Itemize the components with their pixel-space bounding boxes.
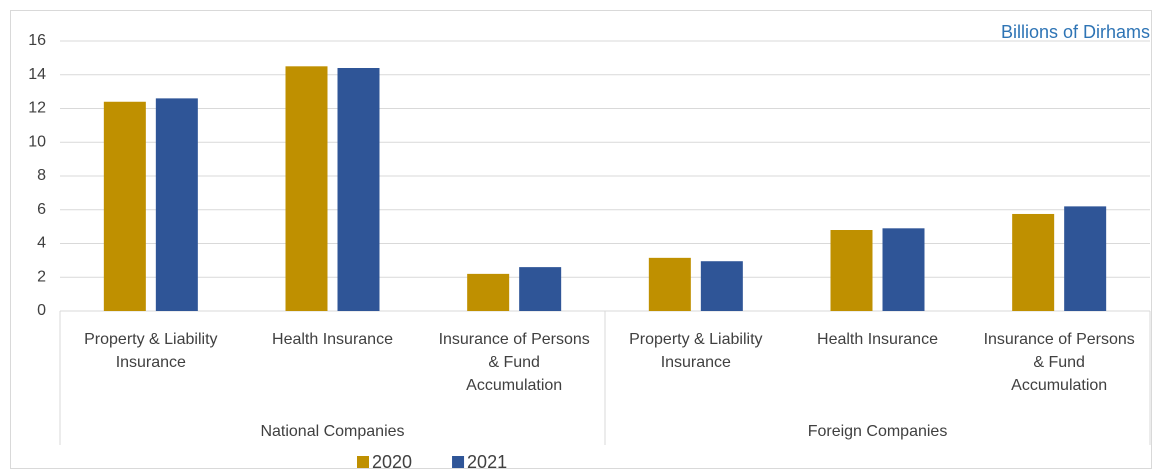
legend-label: 2021 bbox=[467, 452, 507, 470]
x-tick-label: Property & Liability Insurance bbox=[629, 331, 762, 371]
x-tick-label-line: & Fund bbox=[1033, 354, 1085, 371]
x-tick-label-line: Health Insurance bbox=[817, 331, 938, 348]
legend-swatch bbox=[452, 456, 465, 468]
bar bbox=[155, 98, 198, 311]
x-tick-label: Property & Liability Insurance bbox=[84, 331, 217, 371]
y-tick-label: 6 bbox=[37, 201, 46, 218]
x-tick-label-line: Insurance bbox=[116, 354, 186, 371]
x-tick-label-line: Accumulation bbox=[1011, 377, 1107, 394]
legend-label: 2020 bbox=[372, 452, 412, 470]
x-tick-label-line: Health Insurance bbox=[272, 331, 393, 348]
x-tick-label: Health Insurance bbox=[272, 331, 393, 348]
legend-swatch bbox=[357, 456, 369, 468]
group-label: Foreign Companies bbox=[808, 423, 948, 440]
bar bbox=[700, 261, 743, 311]
y-tick-label: 16 bbox=[28, 32, 46, 49]
x-tick-label-line: Property & Liability bbox=[629, 331, 762, 348]
bar bbox=[467, 273, 510, 311]
bar bbox=[882, 228, 925, 311]
x-tick-label-line: Insurance of Persons bbox=[439, 331, 590, 348]
y-tick-label: 14 bbox=[28, 66, 46, 83]
y-tick-label: 2 bbox=[37, 268, 46, 285]
bar bbox=[648, 257, 691, 311]
x-tick-label-line: & Fund bbox=[488, 354, 540, 371]
x-tick-label: Insurance of Persons & Fund Accumulation bbox=[439, 331, 590, 394]
x-tick-label-line: Property & Liability bbox=[84, 331, 217, 348]
bar bbox=[1064, 206, 1107, 311]
y-tick-label: 0 bbox=[37, 302, 46, 319]
y-tick-label: 4 bbox=[37, 235, 46, 252]
bar bbox=[103, 101, 146, 311]
group-label: National Companies bbox=[260, 423, 404, 440]
y-tick-label: 10 bbox=[28, 133, 46, 150]
x-tick-label-line: Insurance bbox=[661, 354, 731, 371]
x-tick-label-line: Insurance of Persons bbox=[984, 331, 1135, 348]
x-tick-label: Health Insurance bbox=[817, 331, 938, 348]
bar bbox=[337, 68, 380, 311]
bar bbox=[1012, 213, 1055, 311]
chart-border bbox=[10, 10, 1152, 469]
y-tick-label: 8 bbox=[37, 167, 46, 184]
bar bbox=[285, 66, 328, 311]
chart-title: Billions of Dirhams bbox=[1001, 22, 1150, 42]
bar bbox=[830, 230, 873, 311]
x-tick-label-line: Accumulation bbox=[466, 377, 562, 394]
bar bbox=[519, 267, 562, 311]
y-tick-label: 12 bbox=[28, 100, 46, 117]
x-tick-label: Insurance of Persons & Fund Accumulation bbox=[984, 331, 1135, 394]
